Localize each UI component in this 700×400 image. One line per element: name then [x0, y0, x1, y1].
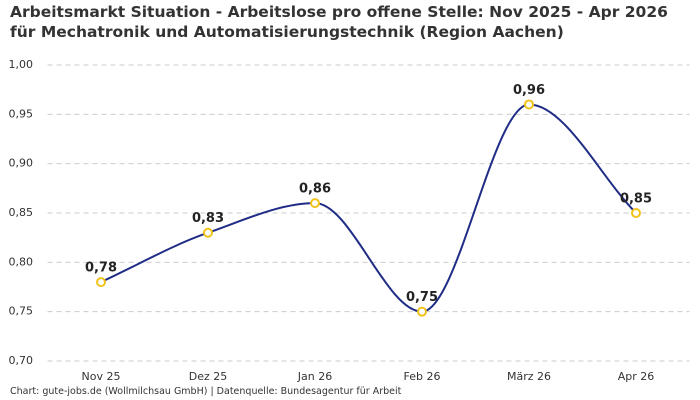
y-tick-label: 0,90	[9, 157, 34, 170]
y-tick-label: 0,70	[9, 354, 34, 367]
data-point	[631, 208, 641, 218]
source-note: Chart: gute-jobs.de (Wollmilchsau GmbH) …	[10, 386, 402, 397]
data-point	[524, 99, 534, 110]
x-tick-label: Jan 26	[297, 370, 332, 383]
x-tick-label: Feb 26	[404, 370, 441, 383]
data-point	[203, 227, 213, 238]
y-tick-label: 1,00	[9, 58, 34, 71]
data-point	[417, 306, 427, 317]
data-label: 0,83	[192, 211, 224, 226]
y-tick-label: 0,80	[9, 255, 34, 268]
y-tick-label: 0,95	[9, 107, 34, 120]
y-tick-label: 0,85	[9, 206, 34, 219]
x-tick-label: Dez 25	[189, 370, 228, 383]
data-line	[100, 103, 637, 313]
data-label: 0,96	[513, 83, 545, 98]
x-tick-label: Apr 26	[618, 370, 655, 383]
data-label: 0,86	[299, 182, 331, 197]
chart-title: Arbeitsmarkt Situation - Arbeitslose pro…	[10, 3, 668, 41]
x-tick-label: März 26	[507, 370, 551, 383]
y-tick-label: 0,75	[9, 305, 34, 318]
data-point	[310, 198, 320, 209]
data-label: 0,78	[85, 261, 117, 276]
x-tick-label: Nov 25	[82, 370, 121, 383]
data-label: 0,85	[620, 192, 652, 207]
data-label: 0,75	[406, 290, 438, 305]
data-point	[96, 277, 106, 288]
